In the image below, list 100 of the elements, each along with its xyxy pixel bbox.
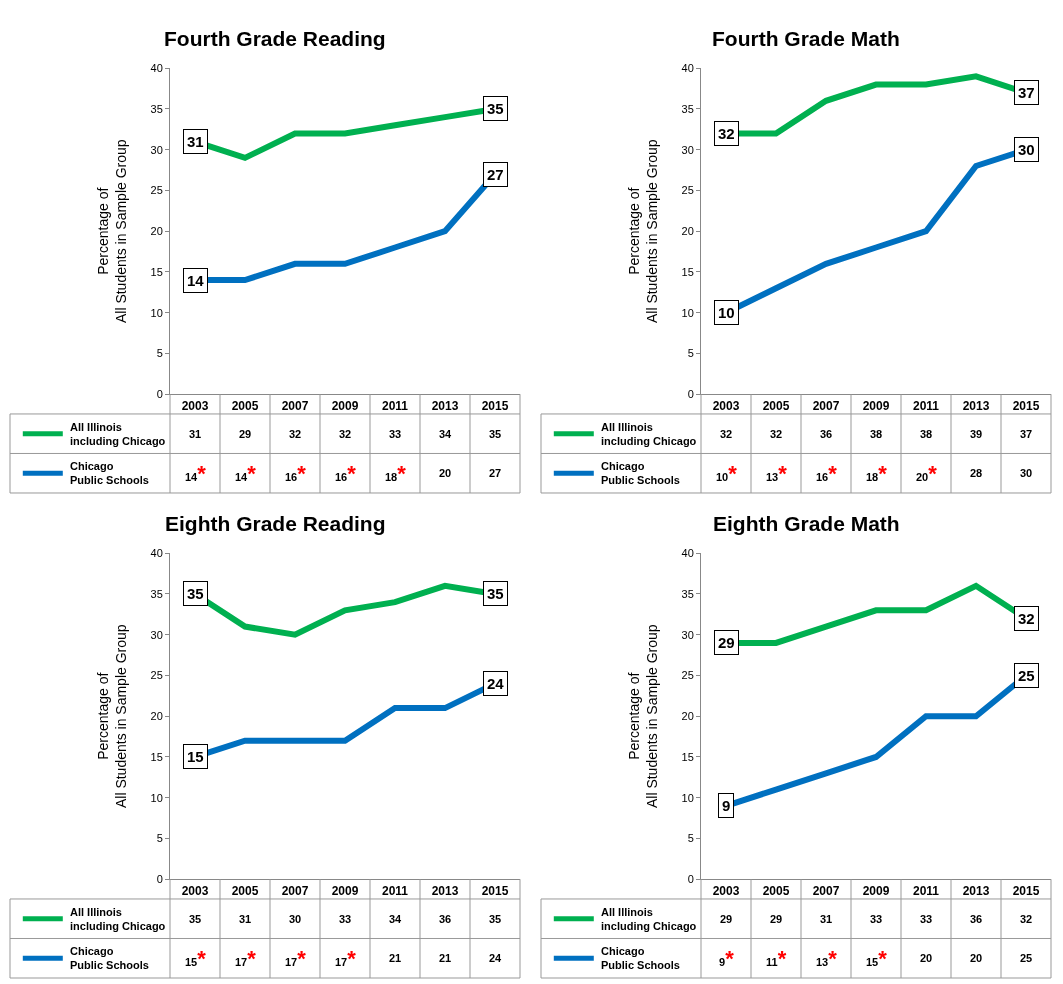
annotation: 37 xyxy=(1018,84,1035,101)
data-label: 15* xyxy=(866,946,888,971)
y-tick-label: 30 xyxy=(150,143,163,156)
data-label: 21 xyxy=(439,952,452,964)
data-label: 31 xyxy=(189,428,202,440)
x-tick-label: 2007 xyxy=(281,883,309,898)
data-label: 18* xyxy=(866,461,888,486)
legend-label: Chicago Public Schools xyxy=(601,945,680,972)
data-label: 36 xyxy=(439,913,452,925)
data-label: 20* xyxy=(916,461,938,486)
y-tick-label: 30 xyxy=(681,628,694,641)
legend-label: All Illinois including Chicago xyxy=(601,906,697,933)
y-tick-label: 20 xyxy=(681,710,694,723)
y-tick-label: 0 xyxy=(156,873,163,886)
y-tick-label: 40 xyxy=(150,62,163,75)
annotation: 10 xyxy=(718,304,735,321)
chart-title: Fourth Grade Reading xyxy=(164,27,386,50)
y-tick-label: 10 xyxy=(681,306,694,319)
y-tick-label: 25 xyxy=(150,669,163,682)
x-tick-label: 2011 xyxy=(381,883,409,898)
legend-label: All Illinois including Chicago xyxy=(70,906,166,933)
y-tick-label: 40 xyxy=(681,547,694,560)
y-tick-label: 20 xyxy=(150,710,163,723)
x-tick-label: 2003 xyxy=(712,398,740,413)
y-tick-label: 5 xyxy=(156,347,163,360)
x-tick-label: 2013 xyxy=(962,883,990,898)
data-label: 32 xyxy=(339,428,352,440)
data-label: 20 xyxy=(920,952,933,964)
y-tick-label: 35 xyxy=(150,102,163,115)
data-label: 29 xyxy=(770,913,783,925)
y-tick-label: 25 xyxy=(150,184,163,197)
data-label: 15* xyxy=(185,946,207,971)
data-label: 11* xyxy=(766,946,787,971)
data-label: 35 xyxy=(189,913,202,925)
data-label: 14* xyxy=(185,461,207,486)
legend-label: Chicago Public Schools xyxy=(601,460,680,487)
y-tick-label: 40 xyxy=(681,62,694,75)
x-tick-label: 2009 xyxy=(862,883,890,898)
y-axis-title: Percentage of All Students in Sample Group xyxy=(94,139,130,324)
y-tick-label: 35 xyxy=(681,102,694,115)
data-label: 32 xyxy=(720,428,733,440)
annotation: 14 xyxy=(187,272,205,289)
annotation: 25 xyxy=(1018,667,1035,684)
x-tick-label: 2005 xyxy=(762,398,790,413)
data-label: 31 xyxy=(239,913,252,925)
data-label: 33 xyxy=(870,913,883,925)
x-tick-label: 2011 xyxy=(381,398,409,413)
y-tick-label: 10 xyxy=(681,791,694,804)
data-label: 34 xyxy=(389,913,403,925)
x-tick-label: 2009 xyxy=(331,398,359,413)
y-tick-label: 25 xyxy=(681,184,694,197)
y-tick-label: 10 xyxy=(150,306,163,319)
x-tick-label: 2009 xyxy=(862,398,890,413)
y-tick-label: 20 xyxy=(681,225,694,238)
y-tick-label: 5 xyxy=(687,347,694,360)
y-tick-label: 40 xyxy=(150,547,163,560)
annotation: 35 xyxy=(487,585,504,602)
data-label: 31 xyxy=(820,913,833,925)
y-tick-label: 15 xyxy=(150,265,163,278)
annotation: 31 xyxy=(187,133,204,150)
annotation: 24 xyxy=(487,675,505,692)
data-label: 38 xyxy=(870,428,883,440)
data-label: 17* xyxy=(285,946,307,971)
y-tick-label: 30 xyxy=(150,628,163,641)
y-tick-label: 0 xyxy=(156,388,163,401)
y-tick-label: 25 xyxy=(681,669,694,682)
data-label: 20 xyxy=(970,952,983,964)
data-label: 34 xyxy=(439,428,453,440)
data-label: 28 xyxy=(970,467,983,479)
data-label: 18* xyxy=(385,461,407,486)
y-tick-label: 30 xyxy=(681,143,694,156)
data-label: 35 xyxy=(489,913,502,925)
y-tick-label: 0 xyxy=(687,873,694,886)
x-tick-label: 2003 xyxy=(181,883,209,898)
data-label: 33 xyxy=(920,913,933,925)
annotation: 29 xyxy=(718,634,735,651)
data-label: 36 xyxy=(820,428,833,440)
x-tick-label: 2013 xyxy=(962,398,990,413)
x-tick-label: 2005 xyxy=(762,883,790,898)
data-label: 36 xyxy=(970,913,983,925)
x-tick-label: 2007 xyxy=(281,398,309,413)
y-axis-title: Percentage of All Students in Sample Group xyxy=(625,139,661,324)
x-tick-label: 2005 xyxy=(231,883,259,898)
data-label: 16* xyxy=(285,461,307,486)
data-label: 32 xyxy=(1020,913,1033,925)
y-tick-label: 0 xyxy=(687,388,694,401)
data-label: 20 xyxy=(439,467,452,479)
y-tick-label: 15 xyxy=(681,750,694,763)
chart-title: Eighth Grade Reading xyxy=(165,512,386,535)
x-tick-label: 2015 xyxy=(1012,883,1040,898)
data-label: 25 xyxy=(1020,952,1033,964)
x-tick-label: 2009 xyxy=(331,883,359,898)
data-label: 14* xyxy=(235,461,257,486)
legend-label: All Illinois including Chicago xyxy=(70,421,166,448)
x-tick-label: 2013 xyxy=(431,883,459,898)
data-label: 33 xyxy=(389,428,402,440)
x-tick-label: 2015 xyxy=(1012,398,1040,413)
y-axis-title: Percentage of All Students in Sample Group xyxy=(625,624,661,809)
y-tick-label: 35 xyxy=(150,587,163,600)
legend-label: Chicago Public Schools xyxy=(70,460,149,487)
